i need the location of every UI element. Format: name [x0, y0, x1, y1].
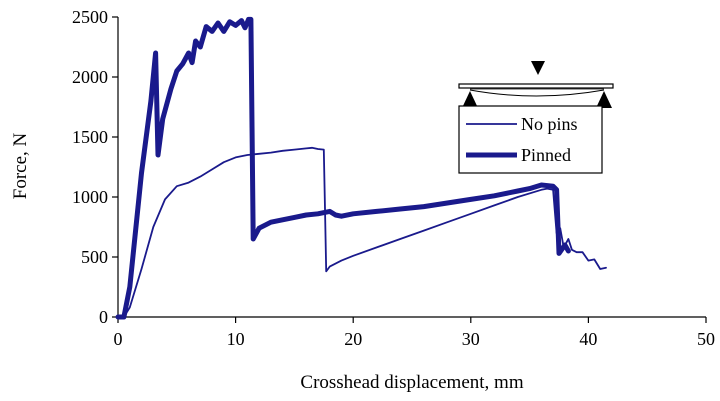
series-line-pinned — [115, 16, 571, 320]
legend-label-no-pins: No pins — [521, 114, 578, 134]
legend: No pins Pinned — [458, 61, 614, 174]
y-tick-label: 1000 — [72, 187, 108, 207]
legend-label-pinned: Pinned — [521, 145, 571, 165]
x-tick-label: 40 — [579, 329, 597, 349]
x-tick-label: 30 — [462, 329, 480, 349]
y-axis-label: Force, N — [10, 132, 31, 199]
y-tick-label: 2500 — [72, 7, 108, 27]
x-axis-label: Crosshead displacement, mm — [300, 372, 523, 393]
y-tick-label: 0 — [99, 307, 108, 327]
x-tick-label: 20 — [344, 329, 362, 349]
beam-schematic-icon — [458, 61, 614, 108]
y-ticks: 0 500 1000 1500 2000 2500 — [72, 7, 118, 327]
y-tick-label: 1500 — [72, 127, 108, 147]
x-tick-label: 50 — [697, 329, 715, 349]
y-tick-label: 500 — [81, 247, 108, 267]
y-tick-label: 2000 — [72, 67, 108, 87]
series-layer — [115, 16, 607, 320]
x-tick-label: 0 — [114, 329, 123, 349]
legend-box — [458, 105, 603, 174]
x-ticks: 0 10 20 30 40 50 — [114, 317, 715, 349]
x-tick-label: 10 — [227, 329, 245, 349]
